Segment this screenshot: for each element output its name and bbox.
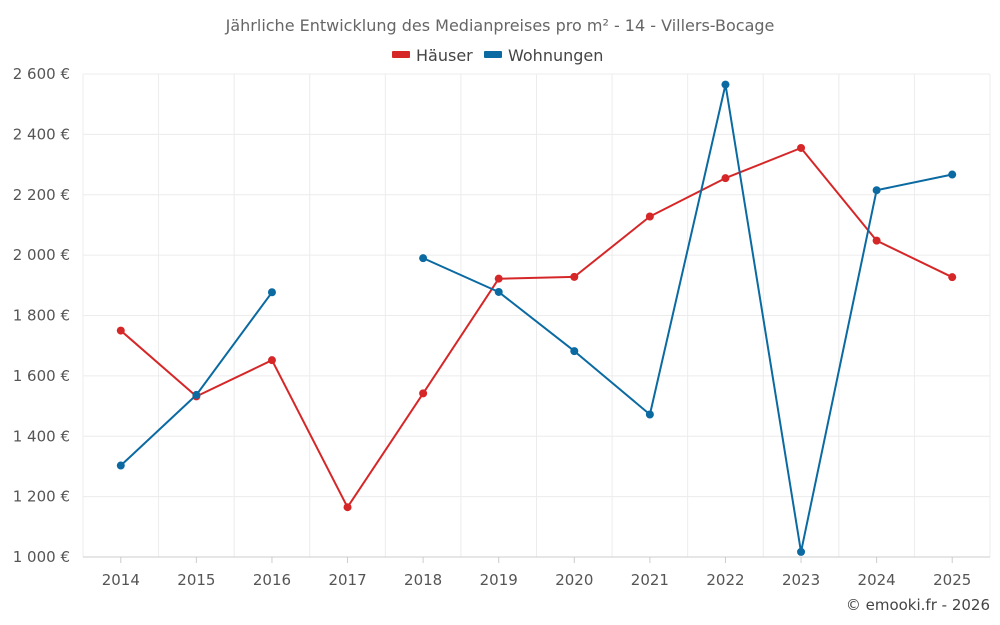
data-point-wohnungen [570,347,579,356]
data-point-haeuser [267,356,276,365]
data-point-wohnungen [645,410,654,419]
y-tick-label: 2 200 € [13,186,70,204]
x-tick-label: 2020 [555,571,593,589]
y-tick-label: 1 200 € [13,488,70,506]
x-tick-label: 2017 [328,571,366,589]
series-line-wohnungen [120,291,273,467]
data-point-wohnungen [192,390,201,399]
legend-label-haeuser[interactable]: Häuser [416,46,473,65]
series-line-haeuser [120,147,953,509]
series-haeuser [116,143,957,512]
data-point-haeuser [343,503,352,512]
y-tick-label: 2 400 € [13,125,70,143]
data-point-haeuser [948,273,957,282]
data-point-wohnungen [116,461,125,470]
data-point-wohnungen [948,170,957,179]
y-tick-label: 2 600 € [13,65,70,83]
data-point-wohnungen [494,287,503,296]
data-point-haeuser [872,236,881,245]
data-point-haeuser [721,174,730,183]
x-tick-label: 2024 [858,571,896,589]
legend-swatch-wohnungen [484,51,502,58]
y-tick-label: 1 800 € [13,307,70,325]
x-tick-label: 2022 [706,571,744,589]
data-point-wohnungen [419,254,428,263]
data-point-wohnungen [267,288,276,297]
x-tick-label: 2025 [933,571,971,589]
legend-swatch-haeuser [392,51,410,58]
x-tick-label: 2016 [253,571,291,589]
data-point-haeuser [116,326,125,335]
x-tick-label: 2019 [480,571,518,589]
series-line-wohnungen [422,83,953,553]
series-wohnungen [116,80,957,556]
y-tick-label: 1 400 € [13,427,70,445]
x-tick-label: 2018 [404,571,442,589]
x-tick-label: 2014 [102,571,140,589]
legend: Häuser Wohnungen [392,46,603,65]
legend-label-wohnungen[interactable]: Wohnungen [508,46,603,65]
y-tick-label: 2 000 € [13,246,70,264]
chart-title: Jährliche Entwicklung des Medianpreises … [225,16,775,35]
data-point-haeuser [797,143,806,152]
data-point-haeuser [645,212,654,221]
y-tick-label: 1 000 € [13,548,70,566]
x-tick-label: 2021 [631,571,669,589]
axes: 1 000 € 1 200 € 1 400 € 1 600 € 1 800 € 2 000… [13,65,990,589]
data-point-haeuser [570,272,579,281]
data-point-wohnungen [872,186,881,195]
data-point-haeuser [419,389,428,398]
data-point-wohnungen [721,80,730,89]
credit-text: © emooki.fr - 2026 [846,596,990,614]
x-tick-label: 2023 [782,571,820,589]
y-tick-label: 1 600 € [13,367,70,385]
grid [82,73,991,557]
data-point-haeuser [494,274,503,283]
data-point-wohnungen [797,547,806,556]
series [116,80,957,556]
x-tick-label: 2015 [177,571,215,589]
